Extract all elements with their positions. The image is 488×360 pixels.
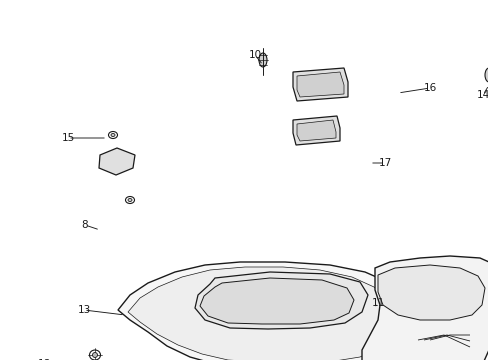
Polygon shape bbox=[195, 272, 367, 329]
Polygon shape bbox=[361, 256, 488, 360]
Polygon shape bbox=[296, 120, 335, 141]
Text: 16: 16 bbox=[423, 83, 436, 93]
Text: 11: 11 bbox=[370, 298, 384, 308]
Text: 8: 8 bbox=[81, 220, 88, 230]
Text: 13: 13 bbox=[77, 305, 90, 315]
Ellipse shape bbox=[259, 53, 266, 67]
Ellipse shape bbox=[111, 134, 115, 136]
Ellipse shape bbox=[92, 352, 97, 357]
Text: 10: 10 bbox=[248, 50, 261, 60]
Ellipse shape bbox=[128, 198, 132, 202]
Polygon shape bbox=[292, 68, 347, 101]
Text: 15: 15 bbox=[61, 133, 75, 143]
Text: 14: 14 bbox=[475, 90, 488, 100]
Polygon shape bbox=[128, 267, 395, 360]
Polygon shape bbox=[200, 278, 353, 324]
Polygon shape bbox=[292, 116, 339, 145]
Ellipse shape bbox=[376, 302, 382, 307]
Polygon shape bbox=[99, 148, 135, 175]
Text: 18: 18 bbox=[37, 359, 51, 360]
Polygon shape bbox=[377, 265, 484, 320]
Ellipse shape bbox=[484, 68, 488, 82]
Text: 17: 17 bbox=[378, 158, 391, 168]
Polygon shape bbox=[296, 72, 343, 97]
Polygon shape bbox=[118, 262, 414, 360]
